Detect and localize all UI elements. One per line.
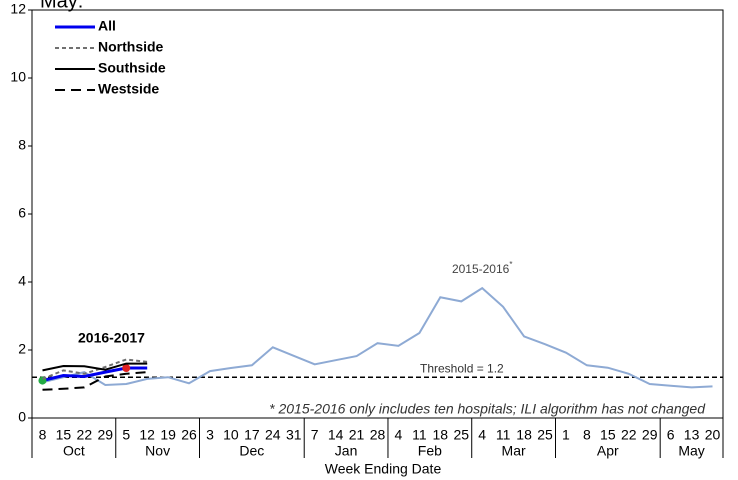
x-tick-label: 10 <box>223 427 239 443</box>
series-label-name: 2015-2016 <box>452 262 510 276</box>
series-marker <box>122 364 131 373</box>
x-tick-label: 22 <box>77 427 93 443</box>
month-label: Apr <box>597 443 619 459</box>
x-tick-label: 4 <box>395 427 403 443</box>
x-tick-label: 11 <box>496 427 511 443</box>
x-tick-label: 8 <box>583 427 591 443</box>
y-tick-label: 10 <box>10 69 26 85</box>
legend-label: Southside <box>98 60 166 76</box>
series-label: 2015-2016* <box>452 260 513 276</box>
y-tick-label: 6 <box>18 205 26 221</box>
y-tick-label: 2 <box>18 341 26 357</box>
x-tick-label: 18 <box>516 427 532 443</box>
y-tick-label: 0 <box>18 409 26 425</box>
chart-title: May: <box>40 0 83 12</box>
threshold-label: Threshold = 1.2 <box>420 361 504 375</box>
month-label: Oct <box>63 443 85 459</box>
x-tick-label: 24 <box>265 427 281 443</box>
x-tick-label: 7 <box>311 427 319 443</box>
x-tick-label: 20 <box>705 427 721 443</box>
x-tick-label: 28 <box>370 427 386 443</box>
x-tick-label: 26 <box>181 427 197 443</box>
month-label: Feb <box>418 443 442 459</box>
series-line <box>42 286 713 389</box>
month-label: Dec <box>239 443 264 459</box>
x-tick-label: 3 <box>206 427 214 443</box>
x-tick-label: 5 <box>122 427 130 443</box>
y-tick-label: 4 <box>18 273 26 289</box>
series-line <box>42 358 148 380</box>
x-tick-label: 25 <box>537 427 553 443</box>
x-tick-label: 4 <box>478 427 486 443</box>
month-label: Jan <box>335 443 358 459</box>
y-tick-label: 12 <box>10 1 26 17</box>
series-line <box>42 362 148 372</box>
legend-label: Northside <box>98 39 164 55</box>
month-label: Mar <box>502 443 526 459</box>
x-tick-label: 13 <box>684 427 700 443</box>
legend-label: Westside <box>98 81 159 97</box>
x-tick-label: 15 <box>56 427 72 443</box>
month-label: Nov <box>145 443 170 459</box>
x-tick-label: 1 <box>562 427 570 443</box>
x-tick-label: 6 <box>667 427 675 443</box>
legend-label: All <box>98 18 116 34</box>
y-tick-label: 8 <box>18 137 26 153</box>
x-tick-label: 8 <box>39 427 47 443</box>
x-tick-label: 12 <box>139 427 155 443</box>
x-tick-label: 18 <box>433 427 449 443</box>
x-tick-label: 15 <box>600 427 616 443</box>
x-tick-label: 19 <box>160 427 176 443</box>
x-tick-label: 21 <box>349 427 365 443</box>
legend: All Northside Southside Westside <box>55 18 166 97</box>
series-label-note: * <box>509 260 512 269</box>
x-tick-label: 29 <box>642 427 658 443</box>
series-line <box>42 371 148 391</box>
x-tick-label: 17 <box>244 427 260 443</box>
x-tick-label: 31 <box>286 427 302 443</box>
x-tick-label: 25 <box>453 427 469 443</box>
x-axis-label: Week Ending Date <box>325 461 442 477</box>
x-tick-label: 11 <box>412 427 427 443</box>
season-annotation: 2016-2017 <box>78 330 145 346</box>
x-tick-label: 29 <box>97 427 113 443</box>
x-tick-label: 22 <box>621 427 637 443</box>
footnote: * 2015-2016 only includes ten hospitals;… <box>269 401 706 417</box>
x-tick-label: 14 <box>328 427 344 443</box>
month-label: May <box>678 443 704 459</box>
